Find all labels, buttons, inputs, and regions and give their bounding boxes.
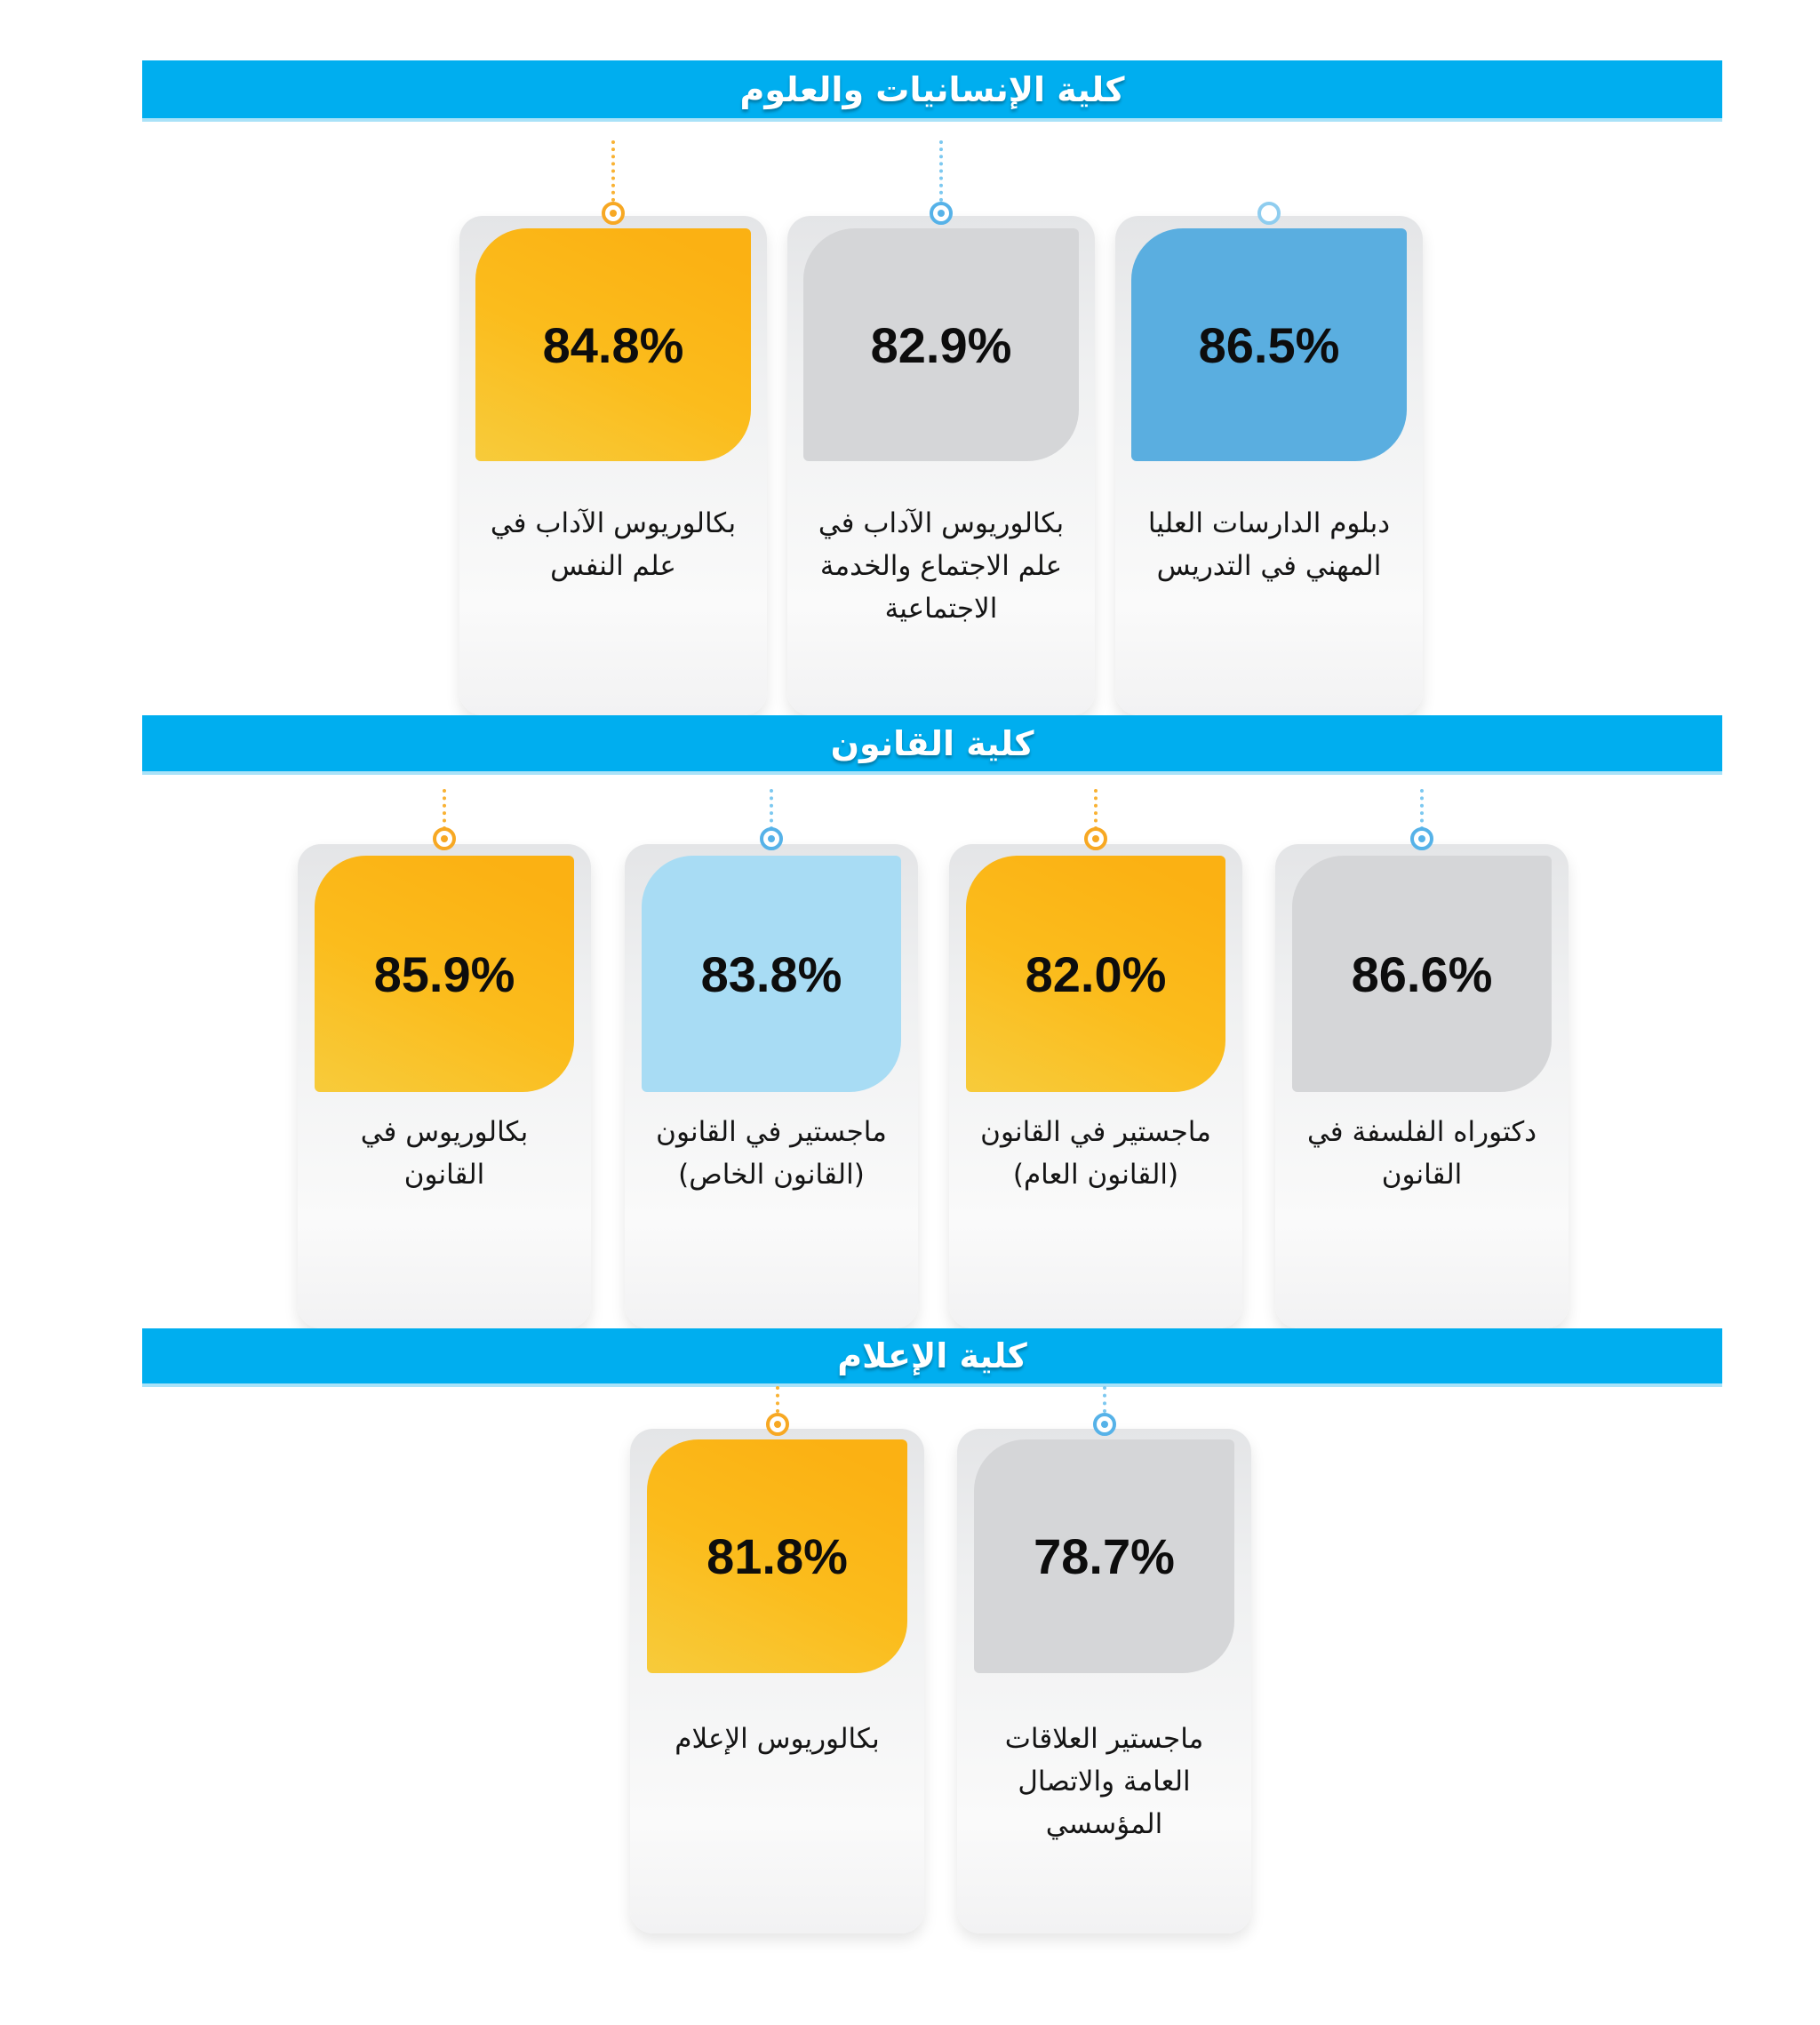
program-label: بكالوريوس في القانون xyxy=(360,1116,529,1191)
connector-ring-icon xyxy=(1084,827,1107,850)
program-label: ماجستير في القانون (القانون الخاص) xyxy=(656,1116,887,1191)
ring-dot xyxy=(1265,210,1273,217)
ring-dot xyxy=(441,835,448,842)
program-card-law-master-public: 82.0% ماجستير في القانون (القانون العام) xyxy=(949,789,1242,1328)
value-tile: 83.8% xyxy=(642,856,901,1092)
connector-ring-icon xyxy=(1410,827,1433,850)
program-label: بكالوريوس الآداب في علم النفس xyxy=(490,507,737,582)
connector-ring-icon xyxy=(930,202,953,225)
section-title: كلية القانون xyxy=(830,723,1034,763)
connector-ring-icon xyxy=(765,1413,789,1436)
program-label: دكتوراه الفلسفة في القانون xyxy=(1306,1116,1537,1191)
section-header-humanities: كلية الإنسانيات والعلوم xyxy=(142,60,1722,122)
ring-dot xyxy=(1418,835,1425,842)
connector-dotted-line xyxy=(443,789,446,830)
program-label: دبلوم الدارسات العليا المهني في التدريس xyxy=(1147,507,1391,582)
percentage-value: 82.9% xyxy=(870,316,1012,373)
ring-dot xyxy=(1100,1421,1108,1428)
program-label: ماجستير في القانون (القانون العام) xyxy=(980,1116,1211,1191)
connector-dotted-line xyxy=(611,140,615,202)
value-tile: 81.8% xyxy=(647,1439,907,1673)
percentage-value: 84.8% xyxy=(542,316,684,373)
section-title: كلية الإعلام xyxy=(837,1336,1027,1375)
program-label: بكالوريوس الإعلام xyxy=(675,1723,880,1755)
percentage-value: 85.9% xyxy=(373,945,515,1002)
connector-ring-icon xyxy=(1257,202,1281,225)
percentage-value: 81.8% xyxy=(706,1528,848,1584)
connector-dotted-line xyxy=(1094,789,1098,830)
percentage-value: 86.5% xyxy=(1198,316,1340,373)
program-card-law-phd: 86.6% دكتوراه الفلسفة في القانون xyxy=(1275,789,1569,1328)
connector-dotted-line xyxy=(1420,789,1424,830)
percentage-value: 83.8% xyxy=(700,945,842,1002)
program-label: بكالوريوس الآداب في علم الاجتماع والخدمة… xyxy=(818,507,1065,625)
ring-dot xyxy=(773,1421,781,1428)
ring-dot xyxy=(610,210,617,217)
ring-dot xyxy=(768,835,775,842)
program-card-teaching-diploma: 86.5% دبلوم الدارسات العليا المهني في ال… xyxy=(1115,202,1423,715)
connector-dotted-line xyxy=(939,140,943,202)
value-tile: 85.9% xyxy=(315,856,574,1092)
section-header-law: كلية القانون xyxy=(142,715,1722,775)
connector-ring-icon xyxy=(1092,1413,1116,1436)
program-card-law-bachelor: 85.9% بكالوريوس في القانون xyxy=(298,789,591,1328)
value-tile: 84.8% xyxy=(475,228,751,461)
program-card-media-bachelor: 81.8% بكالوريوس الإعلام xyxy=(630,1386,924,1933)
percentage-value: 82.0% xyxy=(1025,945,1167,1002)
value-tile: 86.5% xyxy=(1131,228,1407,461)
value-tile: 82.0% xyxy=(966,856,1225,1092)
program-card-sociology: 82.9% بكالوريوس الآداب في علم الاجتماع و… xyxy=(787,140,1095,715)
ring-dot xyxy=(938,210,945,217)
connector-dotted-line xyxy=(1102,1386,1106,1413)
value-tile: 86.6% xyxy=(1292,856,1552,1092)
section-header-media: كلية الإعلام xyxy=(142,1328,1722,1387)
program-card-law-master-private: 83.8% ماجستير في القانون (القانون الخاص) xyxy=(625,789,918,1328)
ring-dot xyxy=(1092,835,1099,842)
program-card-psychology: 84.8% بكالوريوس الآداب في علم النفس xyxy=(459,140,767,715)
connector-dotted-line xyxy=(775,1386,779,1413)
connector-ring-icon xyxy=(433,827,456,850)
program-card-pr-master: 78.7% ماجستير العلاقات العامة والاتصال ا… xyxy=(957,1386,1251,1933)
value-tile: 82.9% xyxy=(803,228,1079,461)
connector-ring-icon xyxy=(602,202,625,225)
percentage-value: 78.7% xyxy=(1034,1528,1175,1584)
section-title: كلية الإنسانيات والعلوم xyxy=(739,69,1125,109)
connector-ring-icon xyxy=(760,827,783,850)
program-label: ماجستير العلاقات العامة والاتصال المؤسسي xyxy=(1004,1723,1204,1840)
connector-dotted-line xyxy=(770,789,773,830)
value-tile: 78.7% xyxy=(974,1439,1234,1673)
percentage-value: 86.6% xyxy=(1351,945,1493,1002)
